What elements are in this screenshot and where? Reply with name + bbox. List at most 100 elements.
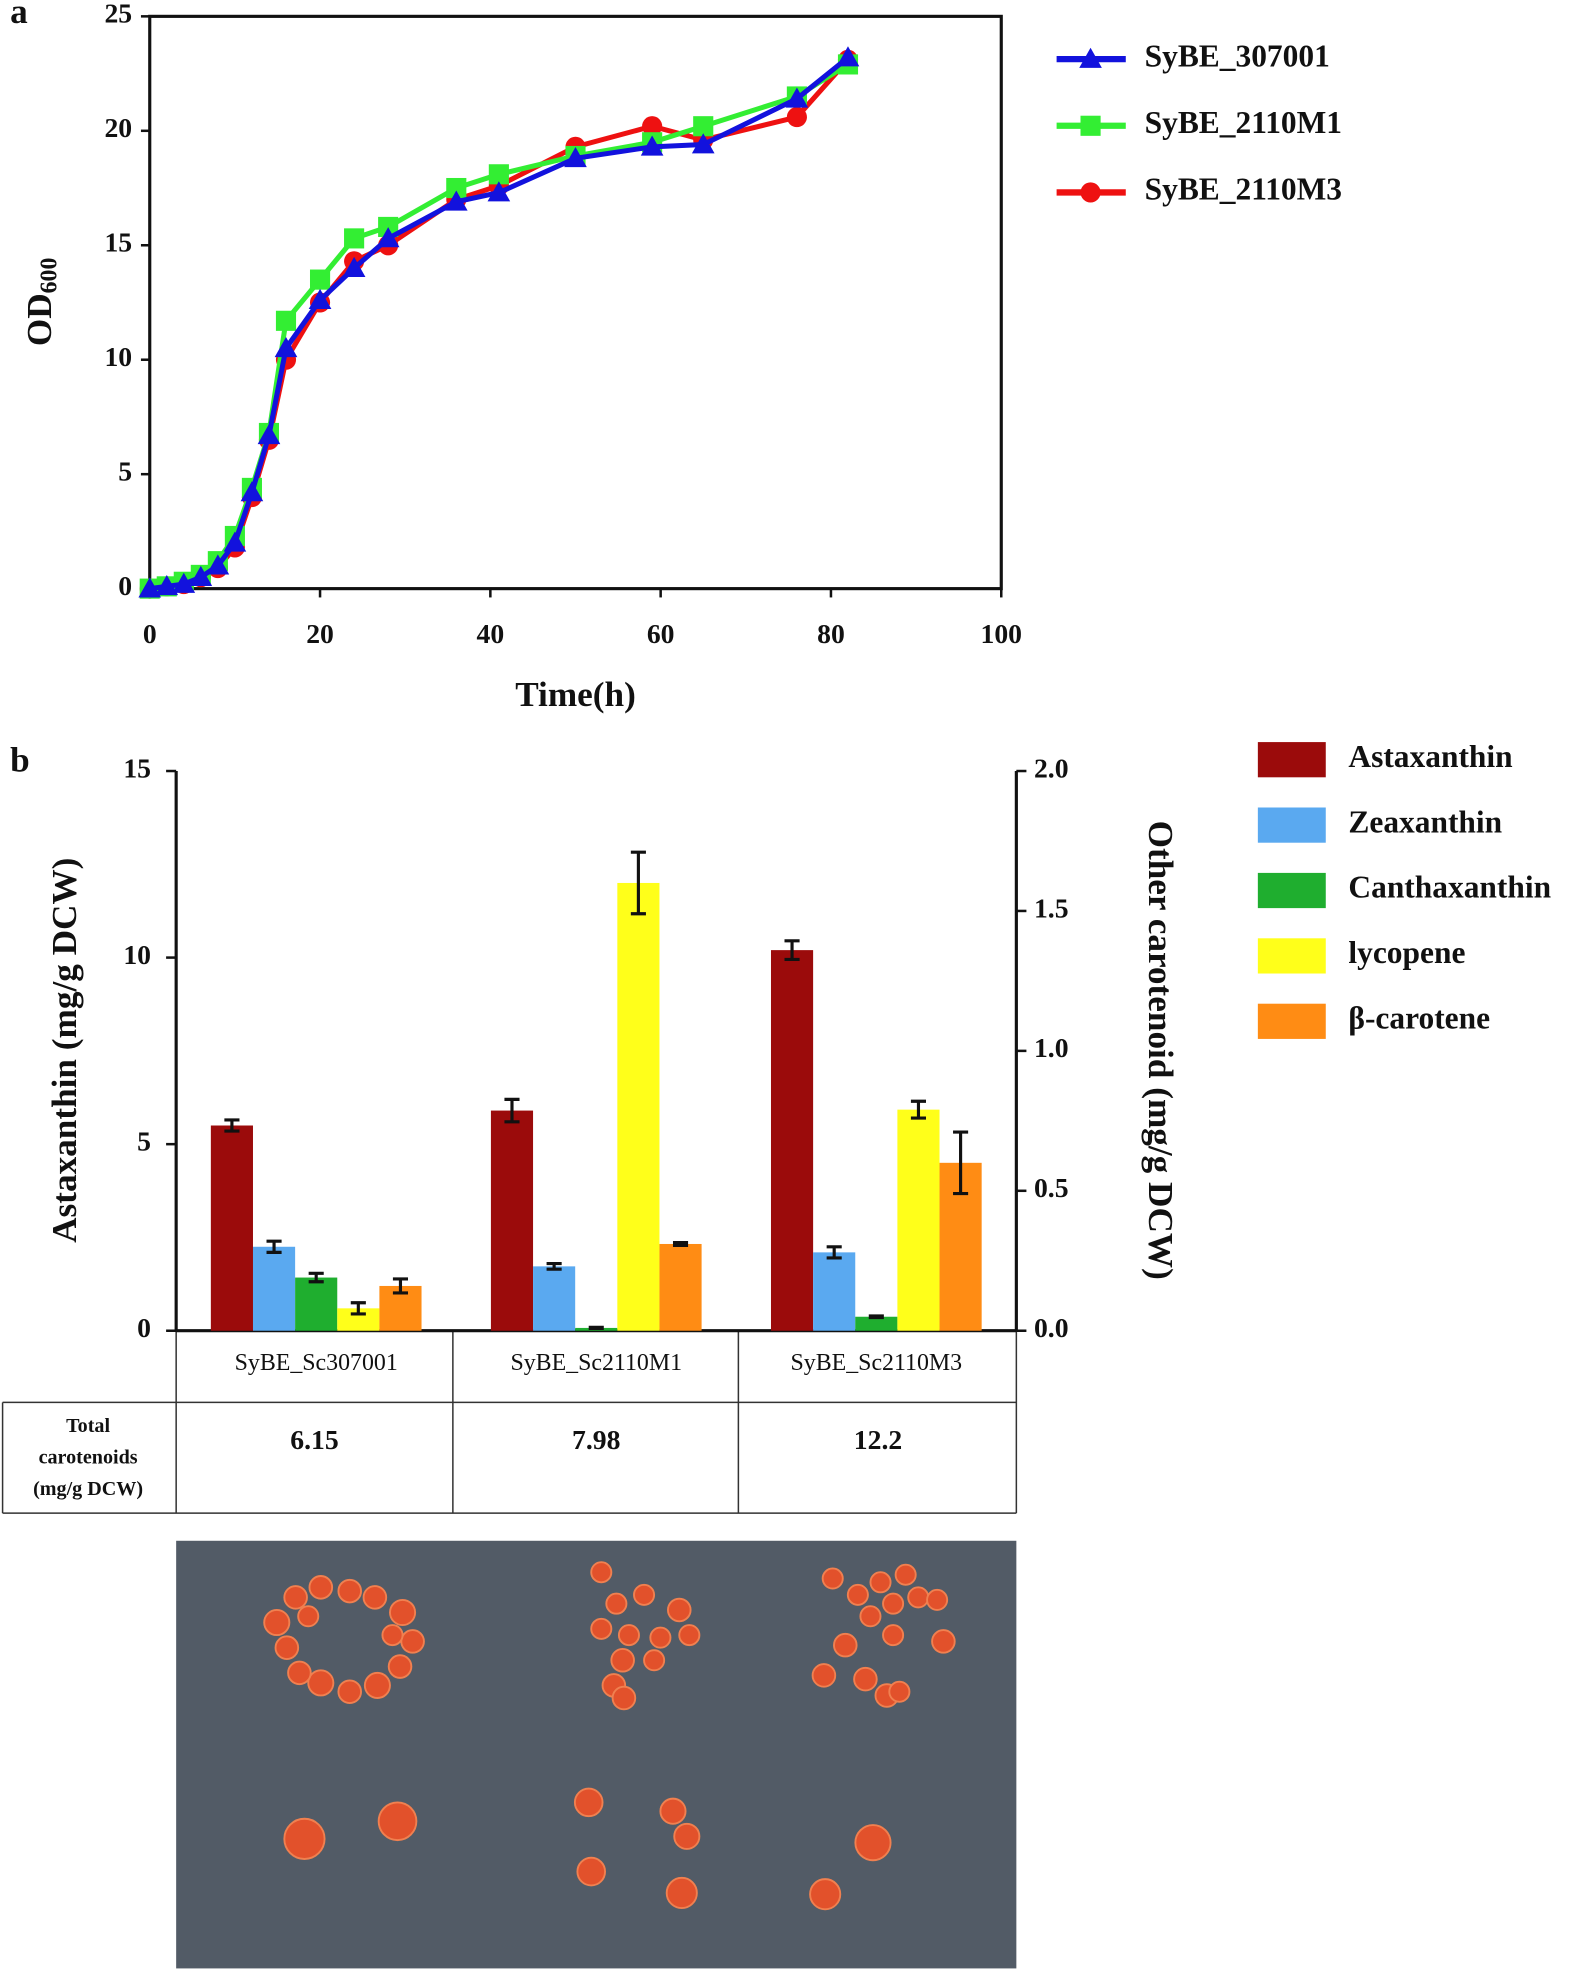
y-tick-label: 5 <box>118 456 132 487</box>
legend-swatch <box>1257 807 1326 843</box>
x-tick-label: 20 <box>306 618 334 649</box>
y2-tick-label: 1.5 <box>1034 892 1069 923</box>
bar <box>855 1316 898 1331</box>
table-header: Total <box>66 1415 110 1437</box>
marker <box>275 310 297 331</box>
marker <box>138 577 162 598</box>
marker <box>378 216 399 238</box>
bar <box>337 1308 380 1331</box>
error-bar <box>826 1245 842 1260</box>
y-tick-label: 0 <box>118 570 132 601</box>
legend-label: β-carotene <box>1348 1001 1490 1036</box>
panel-label: b <box>10 741 30 780</box>
y-tick-label: 25 <box>104 0 132 29</box>
error-bar <box>784 939 800 962</box>
series-line <box>149 62 850 592</box>
plot-frame <box>148 14 1003 591</box>
error-bar <box>504 1097 520 1124</box>
marker <box>308 288 332 310</box>
marker <box>488 164 509 185</box>
y-axis-label-sub: 600 <box>37 257 63 293</box>
y-tick-label: 10 <box>104 341 132 372</box>
x-tick-label: 80 <box>817 618 845 649</box>
marker <box>240 481 264 502</box>
legend-label: SyBE_307001 <box>1145 38 1330 73</box>
error-bar <box>868 1314 884 1320</box>
error-bar <box>546 1261 562 1271</box>
x-tick-label: SyBE_Sc2110M3 <box>791 1350 963 1376</box>
error-bar <box>672 1241 689 1247</box>
x-tick-label: 100 <box>981 618 1022 649</box>
marker <box>564 146 587 168</box>
marker <box>274 336 298 358</box>
panel-label: a <box>10 0 28 31</box>
legend-label: Zeaxanthin <box>1348 804 1502 839</box>
marker <box>376 227 400 248</box>
x-tick-label: 60 <box>647 618 675 649</box>
marker <box>309 269 331 290</box>
marker <box>223 531 247 552</box>
legend-label: Astaxanthin <box>1348 739 1513 774</box>
table-value: 6.15 <box>290 1424 338 1455</box>
error-bar <box>953 1130 969 1196</box>
bar <box>659 1243 702 1331</box>
table-value: 7.98 <box>572 1424 620 1455</box>
legend-swatch <box>1257 872 1326 909</box>
marker <box>487 181 511 202</box>
marker <box>836 46 860 67</box>
error-bar <box>630 850 646 916</box>
marker <box>785 87 809 108</box>
y2-tick-label: 1.0 <box>1034 1032 1069 1063</box>
legend-marker <box>1080 182 1101 203</box>
marker <box>640 135 664 156</box>
table-header: (mg/g DCW) <box>33 1478 143 1500</box>
marker <box>786 107 807 128</box>
table-header: carotenoids <box>39 1447 138 1469</box>
bar <box>617 882 660 1331</box>
table-lines <box>1 1330 1018 1514</box>
legend-label: SyBE_2110M1 <box>1145 105 1342 140</box>
marker <box>344 228 365 249</box>
legend-label: SyBE_2110M3 <box>1145 172 1342 207</box>
error-bar <box>308 1271 324 1284</box>
marker <box>444 190 468 211</box>
colony-photo <box>176 1540 1017 1969</box>
marker <box>693 116 714 137</box>
legend-label: Canthaxanthin <box>1348 870 1551 905</box>
legend-swatch <box>1257 938 1326 974</box>
error-bar <box>224 1118 240 1133</box>
error-bar <box>910 1099 927 1120</box>
legend-marker <box>1079 47 1102 68</box>
marker <box>155 575 179 596</box>
bar <box>210 1125 253 1331</box>
x-tick-label: 40 <box>477 618 505 649</box>
marker <box>446 177 467 199</box>
y-tick-label: 20 <box>104 112 132 143</box>
x-tick-label: 0 <box>143 618 157 649</box>
table-value: 12.2 <box>854 1424 902 1455</box>
y-tick-label: 0 <box>137 1312 151 1343</box>
legend-label: lycopene <box>1348 935 1465 970</box>
marker <box>642 116 663 137</box>
y-axis-label-main: OD <box>20 293 59 346</box>
bar <box>490 1110 534 1331</box>
bar <box>533 1266 576 1331</box>
y2-tick-label: 0.5 <box>1034 1172 1069 1203</box>
x-tick-label: SyBE_Sc307001 <box>235 1350 398 1376</box>
series-line <box>149 55 850 592</box>
legend-swatch <box>1257 1003 1326 1039</box>
error-bar <box>350 1301 366 1316</box>
marker <box>257 423 281 445</box>
marker <box>172 572 196 593</box>
marker <box>342 256 366 277</box>
x-axis-label: Time(h) <box>515 675 636 714</box>
x-tick-label: SyBE_Sc2110M1 <box>510 1350 682 1376</box>
bar <box>897 1109 940 1331</box>
y-axis-label: OD600 <box>20 257 63 346</box>
y-tick-label: 10 <box>123 939 151 970</box>
error-bar <box>392 1277 409 1295</box>
marker <box>691 133 715 154</box>
bar <box>813 1252 856 1331</box>
y2-axis-label: Other carotenoid (mg/g DCW) <box>1141 821 1180 1280</box>
